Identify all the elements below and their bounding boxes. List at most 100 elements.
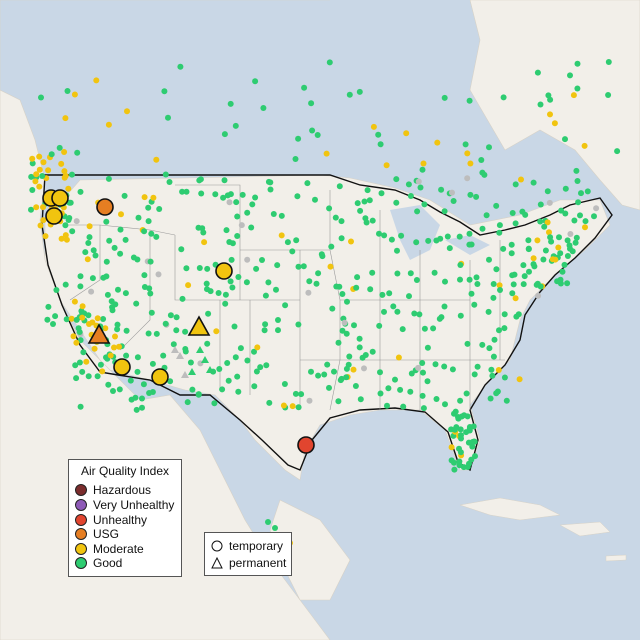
monitor-dot <box>114 326 121 333</box>
monitor-dot <box>457 449 464 456</box>
monitor-dot <box>108 298 115 305</box>
monitor-dot <box>153 330 160 337</box>
monitor-dot <box>222 291 229 298</box>
monitor-dot <box>261 327 268 334</box>
monitor-dot <box>376 230 382 237</box>
monitor-dot <box>386 290 393 297</box>
monitor-dot <box>145 330 152 337</box>
monitor-dot <box>460 464 467 471</box>
monitor-dot <box>62 222 69 229</box>
monitor-dot <box>77 283 84 290</box>
monitor-dot <box>229 284 236 291</box>
monitor-dot <box>369 269 376 276</box>
monitor-dot <box>267 179 274 186</box>
monitor-dot <box>78 308 85 314</box>
monitor-dot <box>222 300 229 307</box>
legend-item-moderate: Moderate <box>75 542 144 556</box>
monitor-dot <box>212 191 219 198</box>
monitor-dot <box>48 151 55 158</box>
monitor-dot <box>76 359 83 366</box>
monitor-dot <box>574 85 581 92</box>
temporary-monitor-marker <box>215 262 233 280</box>
monitor-dot <box>74 149 81 156</box>
monitor-dot <box>393 176 400 183</box>
monitor-dot <box>547 111 553 118</box>
monitor-dot <box>182 328 189 335</box>
legend-item-unhealthy: Unhealthy <box>75 513 147 527</box>
monitor-dot <box>392 376 398 383</box>
monitor-dot <box>458 435 464 442</box>
temporary-monitor-marker <box>113 358 131 376</box>
monitor-dot <box>577 212 583 219</box>
monitor-dot <box>354 274 361 281</box>
monitor-dot <box>356 344 363 351</box>
monitor-dot <box>512 181 519 188</box>
monitor-dot <box>441 208 448 215</box>
monitor-dot <box>463 390 470 397</box>
monitor-dot <box>86 223 93 230</box>
legend-item-very-unhealthy: Very Unhealthy <box>75 498 174 512</box>
monitor-dot <box>473 274 480 281</box>
monitor-dot <box>525 245 532 252</box>
monitor-dot <box>204 265 211 272</box>
monitor-dot <box>148 230 155 237</box>
monitor-dot <box>508 250 515 257</box>
monitor-dot <box>114 321 121 328</box>
monitor-dot <box>367 286 374 293</box>
monitor-dot <box>243 279 250 286</box>
monitor-dot <box>375 131 382 138</box>
monitor-dot <box>433 396 440 402</box>
monitor-type-legend: temporary permanent <box>204 532 292 576</box>
monitor-dot <box>110 388 116 394</box>
monitor-dot <box>521 273 528 280</box>
monitor-dot <box>471 371 478 378</box>
monitor-dot <box>244 209 251 216</box>
monitor-dot <box>252 78 259 85</box>
monitor-dot <box>541 223 548 230</box>
monitor-dot <box>278 212 285 219</box>
monitor-dot <box>564 237 571 244</box>
monitor-dot <box>353 284 360 291</box>
monitor-dot <box>339 327 346 334</box>
monitor-dot <box>561 261 568 268</box>
monitor-dot <box>448 444 455 451</box>
monitor-dot <box>104 291 111 298</box>
monitor-dot <box>467 191 474 198</box>
monitor-dot <box>73 375 80 382</box>
triangle-icon <box>211 557 223 569</box>
monitor-dot <box>38 94 44 101</box>
monitor-dot <box>574 60 581 67</box>
monitor-dot <box>575 199 582 206</box>
monitor-dot <box>399 326 406 333</box>
monitor-dot <box>109 307 116 314</box>
monitor-dot <box>438 314 445 321</box>
monitor-dot <box>370 123 377 130</box>
temporary-monitor-marker <box>45 207 63 225</box>
monitor-dot <box>63 236 70 243</box>
monitor-dot <box>71 298 78 305</box>
monitor-dot <box>167 312 174 319</box>
monitor-dot <box>442 401 448 408</box>
monitor-dot <box>432 361 439 368</box>
monitor-dot <box>473 193 480 200</box>
monitor-dot <box>77 403 84 410</box>
monitor-dot <box>362 215 369 222</box>
monitor-dot <box>461 412 468 419</box>
monitor-dot <box>85 240 92 246</box>
monitor-dot <box>162 171 169 178</box>
monitor-dot <box>263 362 270 369</box>
monitor-dot <box>173 327 180 334</box>
monitor-dot <box>170 341 177 348</box>
monitor-dot <box>111 244 118 251</box>
very-unhealthy-swatch-icon <box>75 499 87 511</box>
monitor-dot <box>182 346 189 352</box>
monitor-dot <box>337 377 344 384</box>
monitor-dot <box>479 169 486 176</box>
monitor-dot <box>83 358 90 365</box>
monitor-dot <box>464 175 471 182</box>
monitor-dot <box>605 92 612 98</box>
monitor-dot <box>493 202 500 209</box>
monitor-dot <box>123 352 130 359</box>
monitor-dot <box>111 344 117 351</box>
monitor-dot <box>584 188 591 195</box>
